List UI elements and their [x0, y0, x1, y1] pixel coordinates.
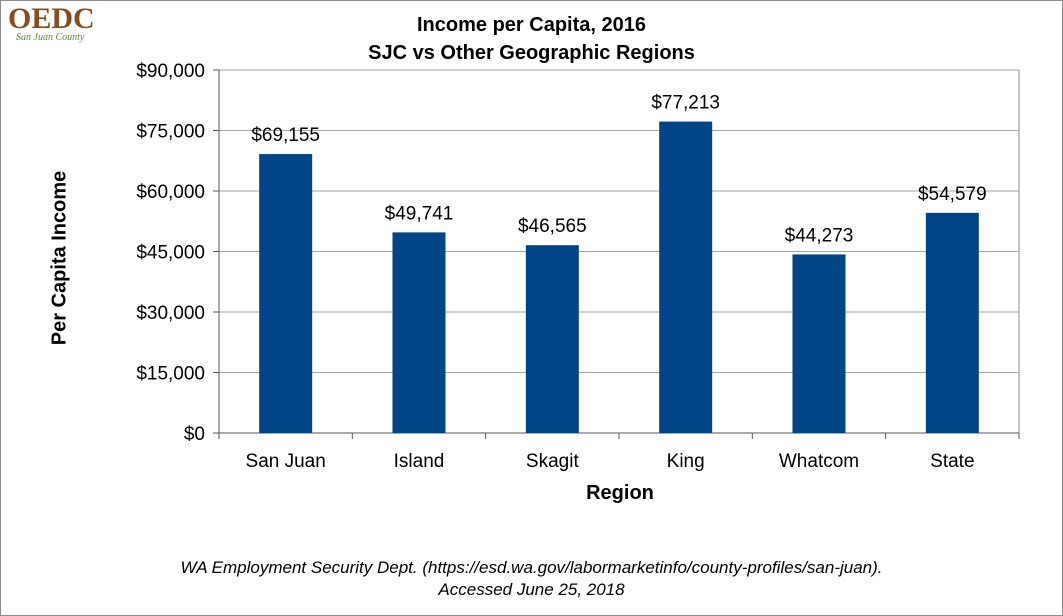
- x-tick-label: San Juan: [246, 451, 326, 472]
- bar-data-label: $46,565: [518, 216, 587, 237]
- bar: [659, 121, 713, 434]
- bar-data-label: $54,579: [918, 184, 987, 205]
- x-tick-label: Skagit: [526, 451, 580, 472]
- chart-title: Income per Capita, 2016: [417, 14, 646, 36]
- x-tick-label: State: [930, 451, 974, 472]
- x-tick-label: King: [667, 451, 705, 472]
- bar: [392, 232, 446, 433]
- y-tick-label: $90,000: [136, 61, 205, 82]
- source-accessed-date: Accessed June 25, 2018: [438, 580, 625, 599]
- y-tick-label: $0: [184, 424, 205, 445]
- bar: [792, 254, 846, 433]
- bar: [259, 154, 313, 433]
- x-tick-label: Island: [394, 451, 445, 472]
- oedc-logo: OEDC San Juan County: [8, 4, 108, 44]
- source-citation: WA Employment Security Dept. (https://es…: [180, 558, 883, 577]
- logo-main-text: OEDC: [8, 2, 95, 35]
- x-axis-label: Region: [586, 482, 654, 504]
- logo-sub-text: San Juan County: [16, 32, 85, 43]
- y-tick-label: $30,000: [136, 303, 205, 324]
- y-axis-label: Per Capita Income: [48, 170, 71, 346]
- bar-data-label: $44,273: [785, 225, 854, 246]
- chart-subtitle: SJC vs Other Geographic Regions: [368, 42, 695, 64]
- y-tick-label: $45,000: [136, 243, 205, 264]
- bar: [525, 245, 579, 433]
- y-tick-label: $60,000: [136, 182, 205, 203]
- y-tick-label: $75,000: [136, 122, 205, 143]
- y-tick-label: $15,000: [136, 364, 205, 385]
- bar-data-label: $69,155: [251, 125, 320, 146]
- bar-data-label: $49,741: [385, 203, 454, 224]
- bar: [925, 212, 979, 433]
- x-tick-label: Whatcom: [779, 451, 859, 472]
- bar-data-label: $77,213: [651, 93, 720, 114]
